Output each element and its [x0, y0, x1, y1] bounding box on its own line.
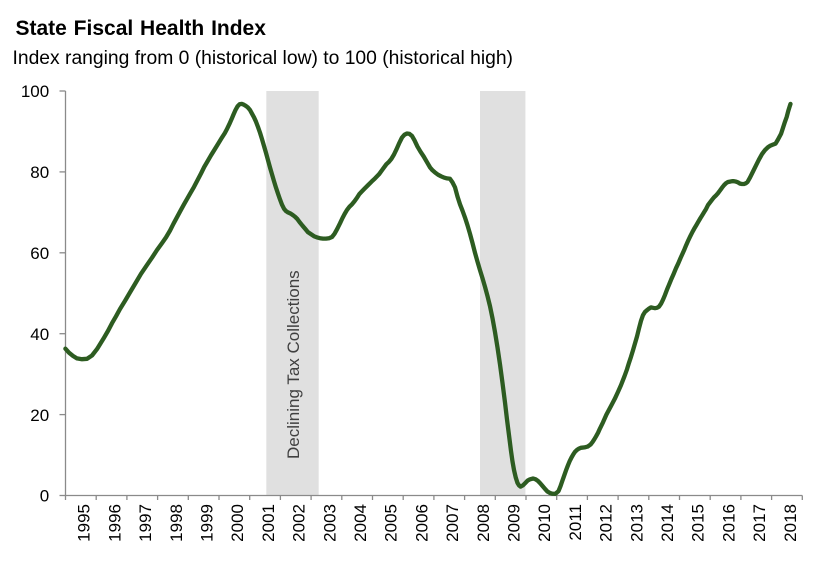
svg-text:2002: 2002	[290, 504, 309, 542]
svg-text:1995: 1995	[75, 504, 94, 542]
svg-text:2012: 2012	[597, 504, 616, 542]
svg-text:2008: 2008	[474, 504, 493, 542]
svg-text:2013: 2013	[627, 504, 646, 542]
svg-text:2001: 2001	[259, 504, 278, 542]
svg-text:2003: 2003	[320, 504, 339, 542]
svg-text:2009: 2009	[504, 504, 523, 542]
svg-text:2015: 2015	[689, 504, 708, 542]
svg-text:2000: 2000	[228, 504, 247, 542]
svg-text:20: 20	[30, 406, 49, 425]
svg-text:2017: 2017	[750, 504, 769, 542]
svg-text:2006: 2006	[412, 504, 431, 542]
svg-text:2005: 2005	[382, 504, 401, 542]
svg-text:60: 60	[30, 244, 49, 263]
svg-text:Declining Tax Collections: Declining Tax Collections	[284, 270, 303, 459]
svg-text:1996: 1996	[105, 504, 124, 542]
svg-text:1997: 1997	[136, 504, 155, 542]
svg-text:2016: 2016	[719, 504, 738, 542]
svg-text:2010: 2010	[535, 504, 554, 542]
svg-text:0: 0	[40, 487, 49, 506]
svg-text:2004: 2004	[351, 504, 370, 542]
svg-text:1998: 1998	[167, 504, 186, 542]
svg-text:80: 80	[30, 163, 49, 182]
svg-text:1999: 1999	[197, 504, 216, 542]
svg-text:2014: 2014	[658, 504, 677, 542]
svg-text:2011: 2011	[566, 504, 585, 541]
svg-text:40: 40	[30, 325, 49, 344]
svg-text:100: 100	[21, 82, 49, 101]
svg-text:2018: 2018	[781, 504, 800, 542]
svg-text:2007: 2007	[443, 504, 462, 542]
